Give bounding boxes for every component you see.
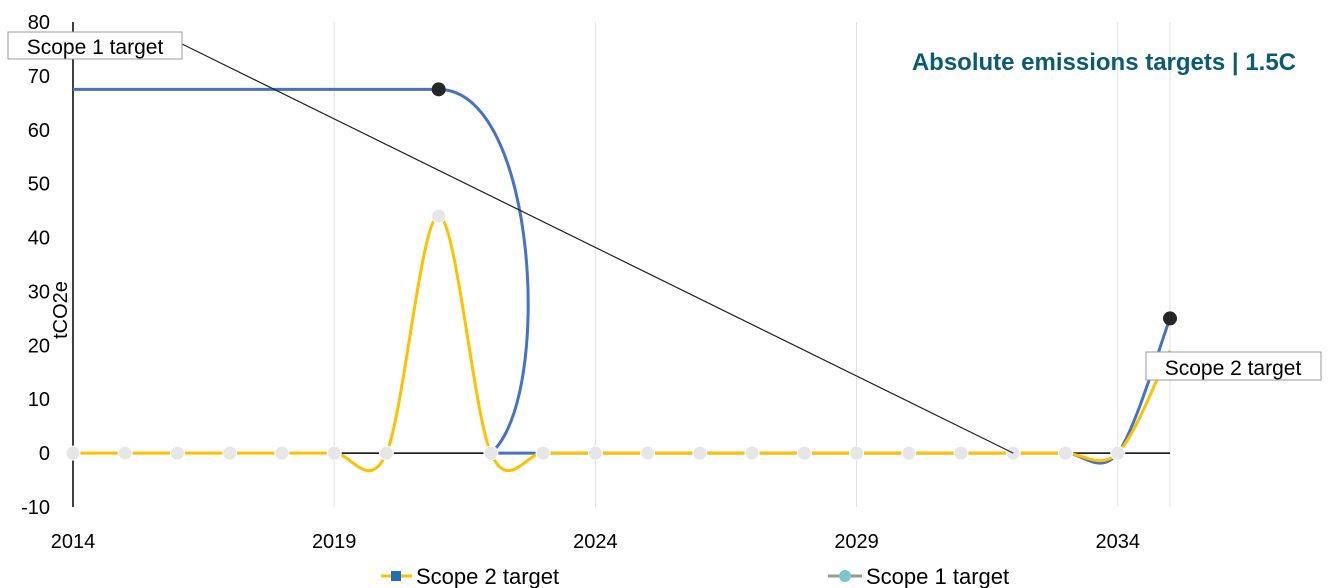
legend-marker-scope-2 [391, 571, 401, 581]
series-layer [65, 82, 1177, 473]
axes [72, 22, 1170, 507]
grid-lines [333, 22, 1171, 507]
y-axis-label: tCO2e [50, 281, 72, 339]
y-tick-label: 60 [28, 120, 50, 142]
data-point-marker [1110, 445, 1126, 461]
data-point-marker [1058, 445, 1074, 461]
highlighted-point [1163, 311, 1177, 326]
data-point-marker [117, 445, 133, 461]
data-point-marker [431, 208, 447, 224]
annotation-label-scope-1: Scope 1 target [27, 36, 164, 59]
x-tick-label: 2024 [573, 531, 618, 553]
data-point-marker [535, 445, 551, 461]
data-point-marker [587, 445, 603, 461]
y-tick-label: 20 [28, 335, 50, 357]
y-tick-label: 30 [28, 281, 50, 303]
x-tick-label: 2029 [834, 531, 879, 553]
data-point-marker [169, 445, 185, 461]
data-point-marker [65, 445, 81, 461]
data-point-marker [849, 445, 865, 461]
data-point-marker [326, 445, 342, 461]
legend-marker-scope-1 [839, 570, 851, 582]
y-tick-label: -10 [21, 497, 50, 519]
highlighted-point [431, 82, 446, 97]
data-point-marker [640, 445, 656, 461]
y-tick-label: 40 [28, 228, 50, 250]
data-point-marker [901, 445, 917, 461]
legend-label-scope-2: Scope 2 target [416, 564, 559, 588]
x-tick-label: 2034 [1096, 531, 1141, 553]
y-tick-label: 70 [28, 66, 50, 88]
annotation-box-scope-1 [7, 31, 183, 60]
y-tick-labels: -10 0 10 20 30 40 50 60 70 80 [21, 12, 50, 519]
y-tick-label: 50 [28, 174, 50, 196]
x-tick-label: 2014 [51, 531, 96, 553]
data-point-marker [953, 445, 969, 461]
y-tick-label: 80 [28, 12, 50, 34]
legend: Scope 2 target Scope 1 target [381, 564, 1009, 588]
annotation-box-scope-2 [1145, 351, 1322, 381]
series-line-scope-1-target [73, 87, 1172, 465]
data-point-marker [692, 445, 708, 461]
series-line-scope-2-target [73, 214, 1172, 473]
x-tick-label: 2019 [312, 531, 357, 553]
legend-label-scope-1: Scope 1 target [866, 564, 1009, 588]
annotation-leader-line [181, 43, 1014, 454]
data-point-marker [483, 445, 499, 461]
y-tick-label: 10 [28, 389, 50, 411]
annotation-label-scope-2: Scope 2 target [1165, 357, 1302, 380]
x-tick-labels: 2014 2019 2024 2029 2034 [51, 531, 1140, 553]
data-point-marker [274, 445, 290, 461]
y-tick-label: 0 [39, 443, 50, 465]
annotation-layer: Scope 1 target Scope 2 target [7, 31, 1322, 454]
chart-title: Absolute emissions targets | 1.5C [912, 49, 1296, 76]
data-point-marker [378, 445, 394, 461]
data-point-marker [222, 445, 238, 461]
data-point-marker [796, 445, 812, 461]
data-point-marker [744, 445, 760, 461]
